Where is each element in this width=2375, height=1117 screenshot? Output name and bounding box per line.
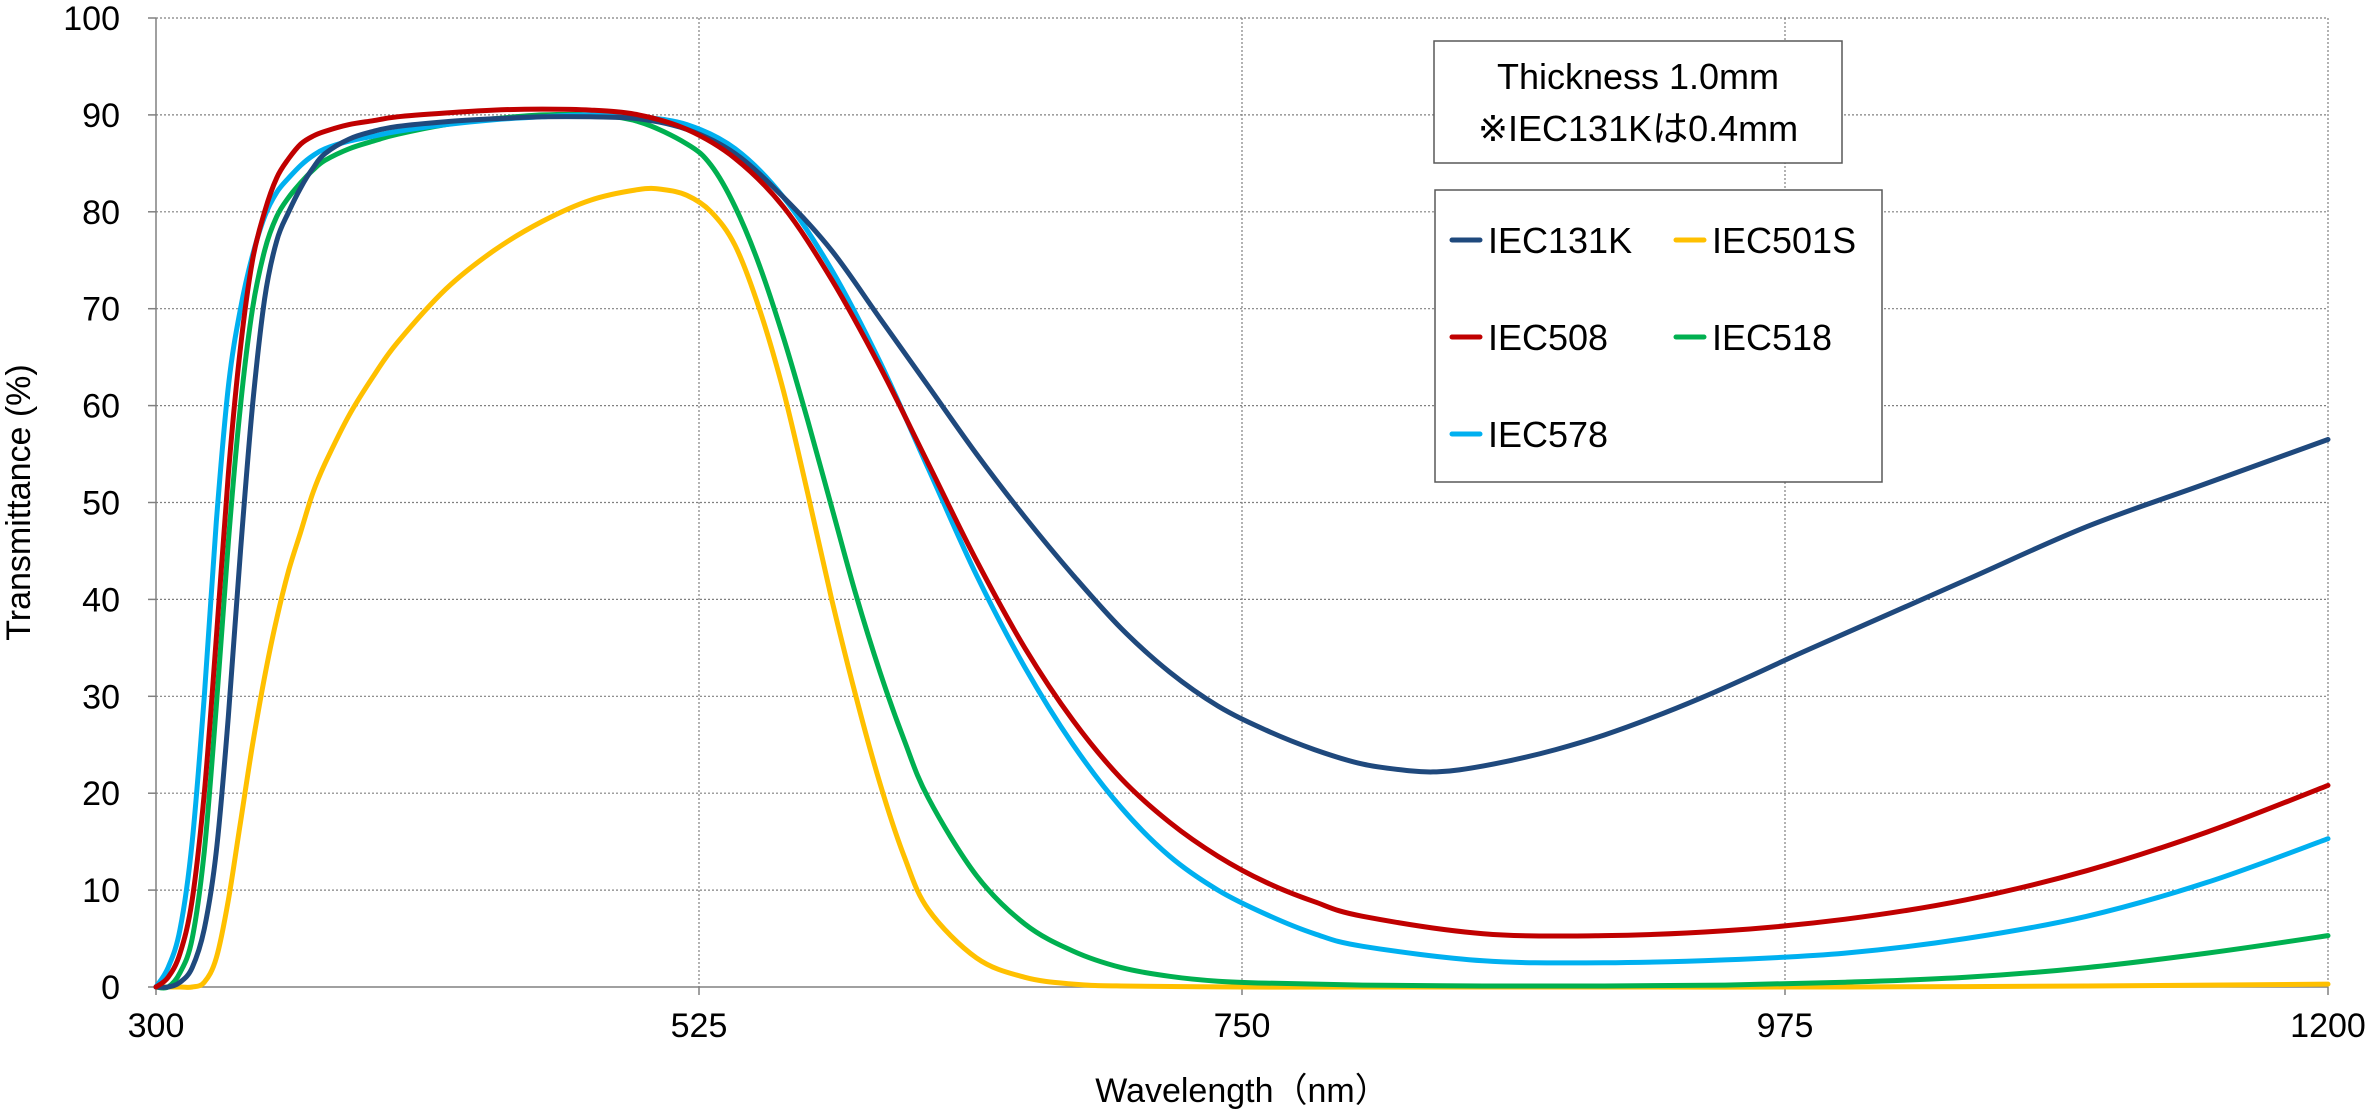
thickness-note-line1: Thickness 1.0mm <box>1497 56 1779 97</box>
y-tick-label-0: 0 <box>101 969 120 1007</box>
series-line-iec518 <box>153 111 2331 991</box>
legend-item-iec508: IEC508 <box>1449 317 1608 358</box>
x-tick-label-1200: 1200 <box>2290 1007 2366 1045</box>
y-tick-label-80: 80 <box>82 194 120 232</box>
series-line-iec578 <box>153 112 2331 990</box>
x-tick-label-975: 975 <box>1757 1007 1814 1045</box>
y-tick-label-30: 30 <box>82 678 120 716</box>
x-tick-label-750: 750 <box>1214 1007 1271 1045</box>
series-line-iec508 <box>153 106 2331 990</box>
y-axis-title: Transmittance (%) <box>0 364 38 640</box>
series-line-iec501s <box>153 185 2331 990</box>
legend-label-iec518: IEC518 <box>1712 317 1832 358</box>
legend-item-iec501s: IEC501S <box>1673 220 1856 261</box>
y-tick-label-20: 20 <box>82 775 120 813</box>
thickness-note-border <box>1433 40 1843 164</box>
legend-item-iec518: IEC518 <box>1673 317 1832 358</box>
x-tick-label-525: 525 <box>671 1007 728 1045</box>
legend-label-iec578: IEC578 <box>1488 414 1608 455</box>
x-tick-label-300: 300 <box>128 1007 185 1045</box>
series-line-iec131k <box>153 114 2331 990</box>
legend-item-iec578: IEC578 <box>1449 414 1608 455</box>
legend-item-iec131k: IEC131K <box>1449 220 1632 261</box>
y-tick-labels: 0 10 20 30 40 50 60 70 80 90 100 <box>63 0 156 1007</box>
y-tick-label-100: 100 <box>63 0 120 38</box>
y-tick-label-60: 60 <box>82 388 120 426</box>
legend: IEC131K IEC501S IEC508 IEC518 IEC578 <box>1434 189 1883 483</box>
x-tick-labels: 300 525 750 975 1200 <box>128 987 2366 1045</box>
series-lines <box>153 106 2331 991</box>
legend-border <box>1434 189 1883 483</box>
y-tick-label-70: 70 <box>82 291 120 329</box>
thickness-note-line2: ※IEC131Kは0.4mm <box>1478 108 1798 149</box>
thickness-note: Thickness 1.0mm ※IEC131Kは0.4mm <box>1433 40 1843 164</box>
x-axis-title: Wavelength（nm） <box>1095 1072 1389 1110</box>
legend-label-iec508: IEC508 <box>1488 317 1608 358</box>
y-tick-label-90: 90 <box>82 97 120 135</box>
y-tick-label-10: 10 <box>82 872 120 910</box>
y-tick-label-40: 40 <box>82 581 120 619</box>
gridlines <box>156 17 2329 987</box>
legend-label-iec131k: IEC131K <box>1488 220 1632 261</box>
legend-label-iec501s: IEC501S <box>1712 220 1856 261</box>
y-tick-label-50: 50 <box>82 485 120 523</box>
